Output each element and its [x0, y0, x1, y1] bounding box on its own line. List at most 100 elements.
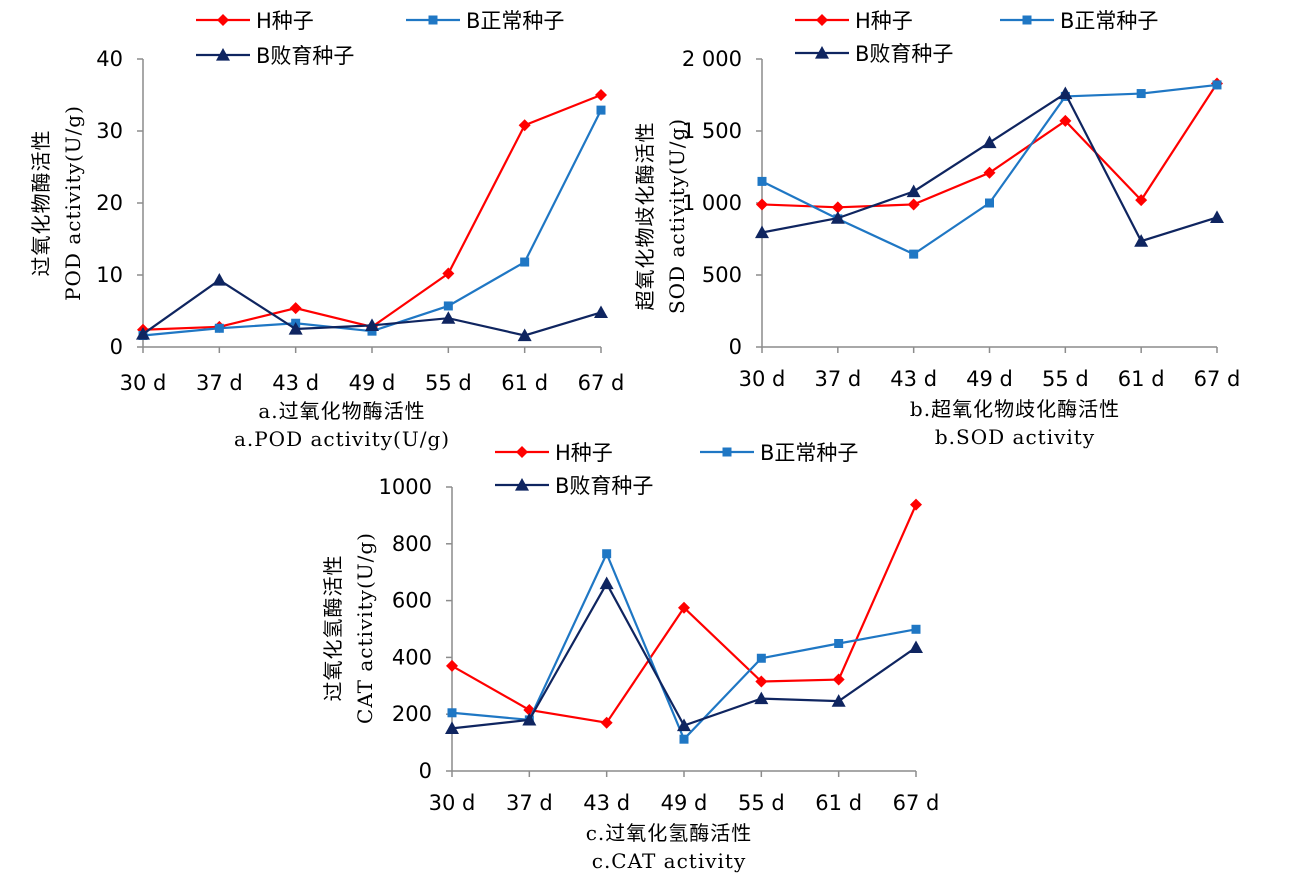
series-b-abort: [755, 86, 1224, 247]
y-tick-label: 1 000: [682, 191, 742, 215]
x-tick-label: 30 d: [120, 371, 167, 395]
y-axis-label: POD activity(U/g): [61, 105, 85, 301]
x-tick-label: 55 d: [425, 371, 472, 395]
chart-caption: a.过氧化物酶活性: [258, 399, 425, 423]
y-tick-label: 1 500: [682, 119, 742, 143]
chart-caption: a.POD activity(U/g): [234, 427, 450, 451]
x-tick-label: 37 d: [814, 367, 861, 391]
legend-entry: B正常种子: [700, 441, 858, 465]
legend-label: B正常种子: [760, 441, 858, 465]
x-tick-label: 61 d: [501, 371, 548, 395]
legend-label: H种子: [555, 441, 613, 465]
legend-entry: B正常种子: [406, 9, 564, 33]
legend-entry: B正常种子: [1000, 9, 1158, 33]
y-tick-label: 400: [392, 645, 432, 669]
y-tick-label: 800: [392, 532, 432, 556]
data-point: [678, 601, 690, 614]
series-b-abort: [445, 576, 923, 734]
chart-caption: c.过氧化氢酶活性: [586, 821, 753, 845]
data-point: [367, 326, 377, 336]
data-point: [212, 273, 227, 286]
data-point: [909, 249, 919, 259]
legend-marker: [515, 478, 529, 491]
data-point: [594, 305, 608, 319]
y-tick-label: 0: [419, 759, 432, 783]
data-point: [365, 318, 379, 331]
data-point: [679, 734, 689, 744]
legend-marker: [428, 15, 438, 25]
y-tick-label: 1000: [379, 475, 432, 499]
data-point: [677, 718, 691, 732]
x-tick-label: 55 d: [738, 791, 785, 815]
data-point: [443, 301, 453, 311]
series-line: [451, 551, 917, 742]
x-tick-label: 49 d: [661, 791, 708, 815]
data-point: [288, 322, 303, 335]
data-point: [830, 211, 845, 224]
data-point: [602, 549, 612, 559]
data-point: [911, 624, 921, 634]
legend-marker: [1022, 15, 1032, 25]
legend-entry: B败育种子: [196, 44, 354, 68]
data-point: [756, 198, 768, 211]
legend-marker: [722, 447, 732, 457]
x-tick-label: 67 d: [578, 371, 625, 395]
data-point: [1058, 86, 1073, 100]
data-point: [831, 694, 846, 707]
legend-entry: H种子: [196, 9, 314, 33]
y-axis-label: SOD activity(U/g): [665, 118, 689, 314]
data-point: [289, 302, 302, 315]
legend-label: B败育种子: [855, 42, 953, 66]
data-point: [755, 675, 768, 688]
data-point: [599, 576, 614, 590]
data-point: [442, 267, 455, 280]
data-point: [1210, 210, 1224, 223]
x-tick-label: 67 d: [1194, 367, 1241, 391]
legend-marker: [816, 14, 828, 26]
data-point: [522, 712, 537, 726]
series-line: [142, 93, 602, 331]
x-tick-label: 43 d: [272, 371, 319, 395]
data-point: [982, 135, 997, 149]
y-tick-label: 40: [96, 47, 123, 71]
data-point: [1135, 194, 1148, 207]
chart-caption: c.CAT activity: [592, 849, 747, 873]
y-tick-label: 20: [96, 191, 123, 215]
data-point: [832, 673, 845, 686]
data-point: [756, 653, 766, 663]
legend-label: H种子: [256, 9, 314, 33]
y-tick-label: 10: [96, 263, 123, 287]
y-tick-label: 2 000: [682, 47, 742, 71]
data-point: [595, 89, 607, 101]
x-tick-label: 37 d: [196, 371, 243, 395]
y-axis-label: 过氧化氢酶活性: [321, 555, 345, 702]
series-h: [446, 498, 922, 729]
series-b-abort: [136, 273, 608, 342]
pod-chart: 0 10 20 30 40 30 d 37 d 43 d 49 d 55 d 61 d 67 d H种子…: [29, 9, 624, 451]
data-point: [907, 198, 920, 211]
y-tick-label: 0: [110, 335, 123, 359]
legend-marker: [516, 446, 528, 458]
y-axis-label: CAT activity(U/g): [353, 532, 377, 724]
data-point: [447, 708, 457, 718]
chart-caption: b.SOD activity: [935, 425, 1095, 449]
legend-label: B败育种子: [256, 44, 354, 68]
data-point: [754, 691, 769, 705]
legend-label: B败育种子: [555, 474, 653, 498]
legend-entry: B败育种子: [495, 474, 653, 498]
data-point: [596, 105, 606, 115]
x-tick-label: 30 d: [429, 791, 476, 815]
data-point: [600, 716, 613, 729]
data-point: [985, 198, 994, 208]
series-h: [137, 89, 607, 336]
chart-caption: b.超氧化物歧化酶活性: [910, 397, 1120, 421]
data-point: [906, 184, 921, 198]
series-b-normal: [138, 105, 606, 340]
data-point: [1212, 80, 1222, 90]
data-point: [1059, 114, 1072, 127]
legend-label: B正常种子: [466, 9, 564, 33]
data-point: [446, 659, 458, 672]
x-tick-label: 61 d: [1118, 367, 1165, 391]
x-tick-label: 30 d: [739, 367, 786, 391]
